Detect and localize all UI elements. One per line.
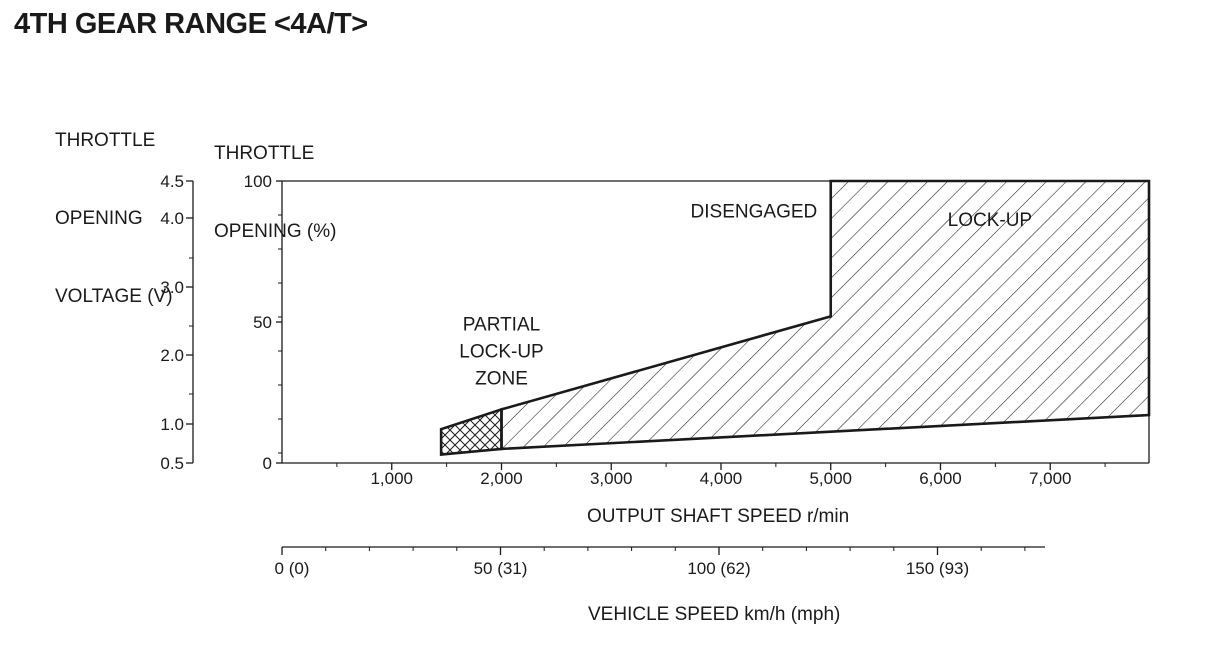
axes-group: 4.5 4.0 3.0 2.0 1.0 0.5 0 50 100 1,000 2,000 3,000 4… — [160, 172, 1150, 578]
voltage-axis-label-line: VOLTAGE (V) — [55, 286, 173, 307]
x-tick-label: 6,000 — [919, 469, 962, 488]
x-tick-label: 2,000 — [480, 469, 523, 488]
vehicle-axis-label: VEHICLE SPEED km/h (mph) — [588, 604, 841, 625]
x-tick-label: 4,000 — [700, 469, 743, 488]
vehicle-tick-label: 150 (93) — [906, 559, 969, 578]
y-tick-label: 0 — [263, 454, 272, 473]
regions-group — [439, 179, 1151, 456]
voltage-tick-label: 4.5 — [160, 172, 184, 191]
partial-lock-up-zone-region — [439, 407, 503, 456]
voltage-axis-label: THROTTLE OPENING VOLTAGE (V) — [55, 76, 173, 362]
x-tick-label: 7,000 — [1029, 469, 1072, 488]
disengaged-label: DISENGAGED — [691, 202, 818, 223]
partial-lock-up-zone-label: LOCK-UP — [459, 341, 543, 362]
x-tick-label: 3,000 — [590, 469, 633, 488]
percent-axis-label-line: THROTTLE — [214, 143, 315, 164]
labels-group: DISENGAGED PARTIAL LOCK-UP ZONE LOCK-UP — [459, 202, 1032, 390]
y-tick-label: 100 — [244, 172, 272, 191]
partial-lock-up-zone-label: ZONE — [475, 368, 528, 389]
voltage-tick-label: 2.0 — [160, 346, 184, 365]
voltage-tick-label: 4.0 — [160, 209, 184, 228]
percent-axis-label-line: OPENING (%) — [214, 221, 337, 242]
percent-axis-label: THROTTLE OPENING (%) — [214, 89, 336, 297]
y-tick-label: 50 — [253, 313, 272, 332]
voltage-tick-label: 1.0 — [160, 415, 184, 434]
lock-up-region — [500, 179, 1151, 451]
partial-lock-up-zone-label: PARTIAL — [463, 314, 540, 335]
voltage-tick-label: 0.5 — [160, 454, 184, 473]
x-tick-label: 5,000 — [809, 469, 852, 488]
vehicle-tick-label: 0 (0) — [275, 559, 310, 578]
voltage-tick-label: 3.0 — [160, 278, 184, 297]
vehicle-tick-label: 50 (31) — [474, 559, 528, 578]
x-tick-label: 1,000 — [370, 469, 413, 488]
voltage-axis-label-line: THROTTLE — [55, 130, 156, 151]
lock-up-label: LOCK-UP — [948, 210, 1032, 231]
chart-title: 4TH GEAR RANGE <4A/T> — [14, 8, 368, 40]
vehicle-tick-label: 100 (62) — [687, 559, 750, 578]
voltage-axis-label-line: OPENING — [55, 208, 143, 229]
x-axis-label: OUTPUT SHAFT SPEED r/min — [587, 506, 850, 527]
